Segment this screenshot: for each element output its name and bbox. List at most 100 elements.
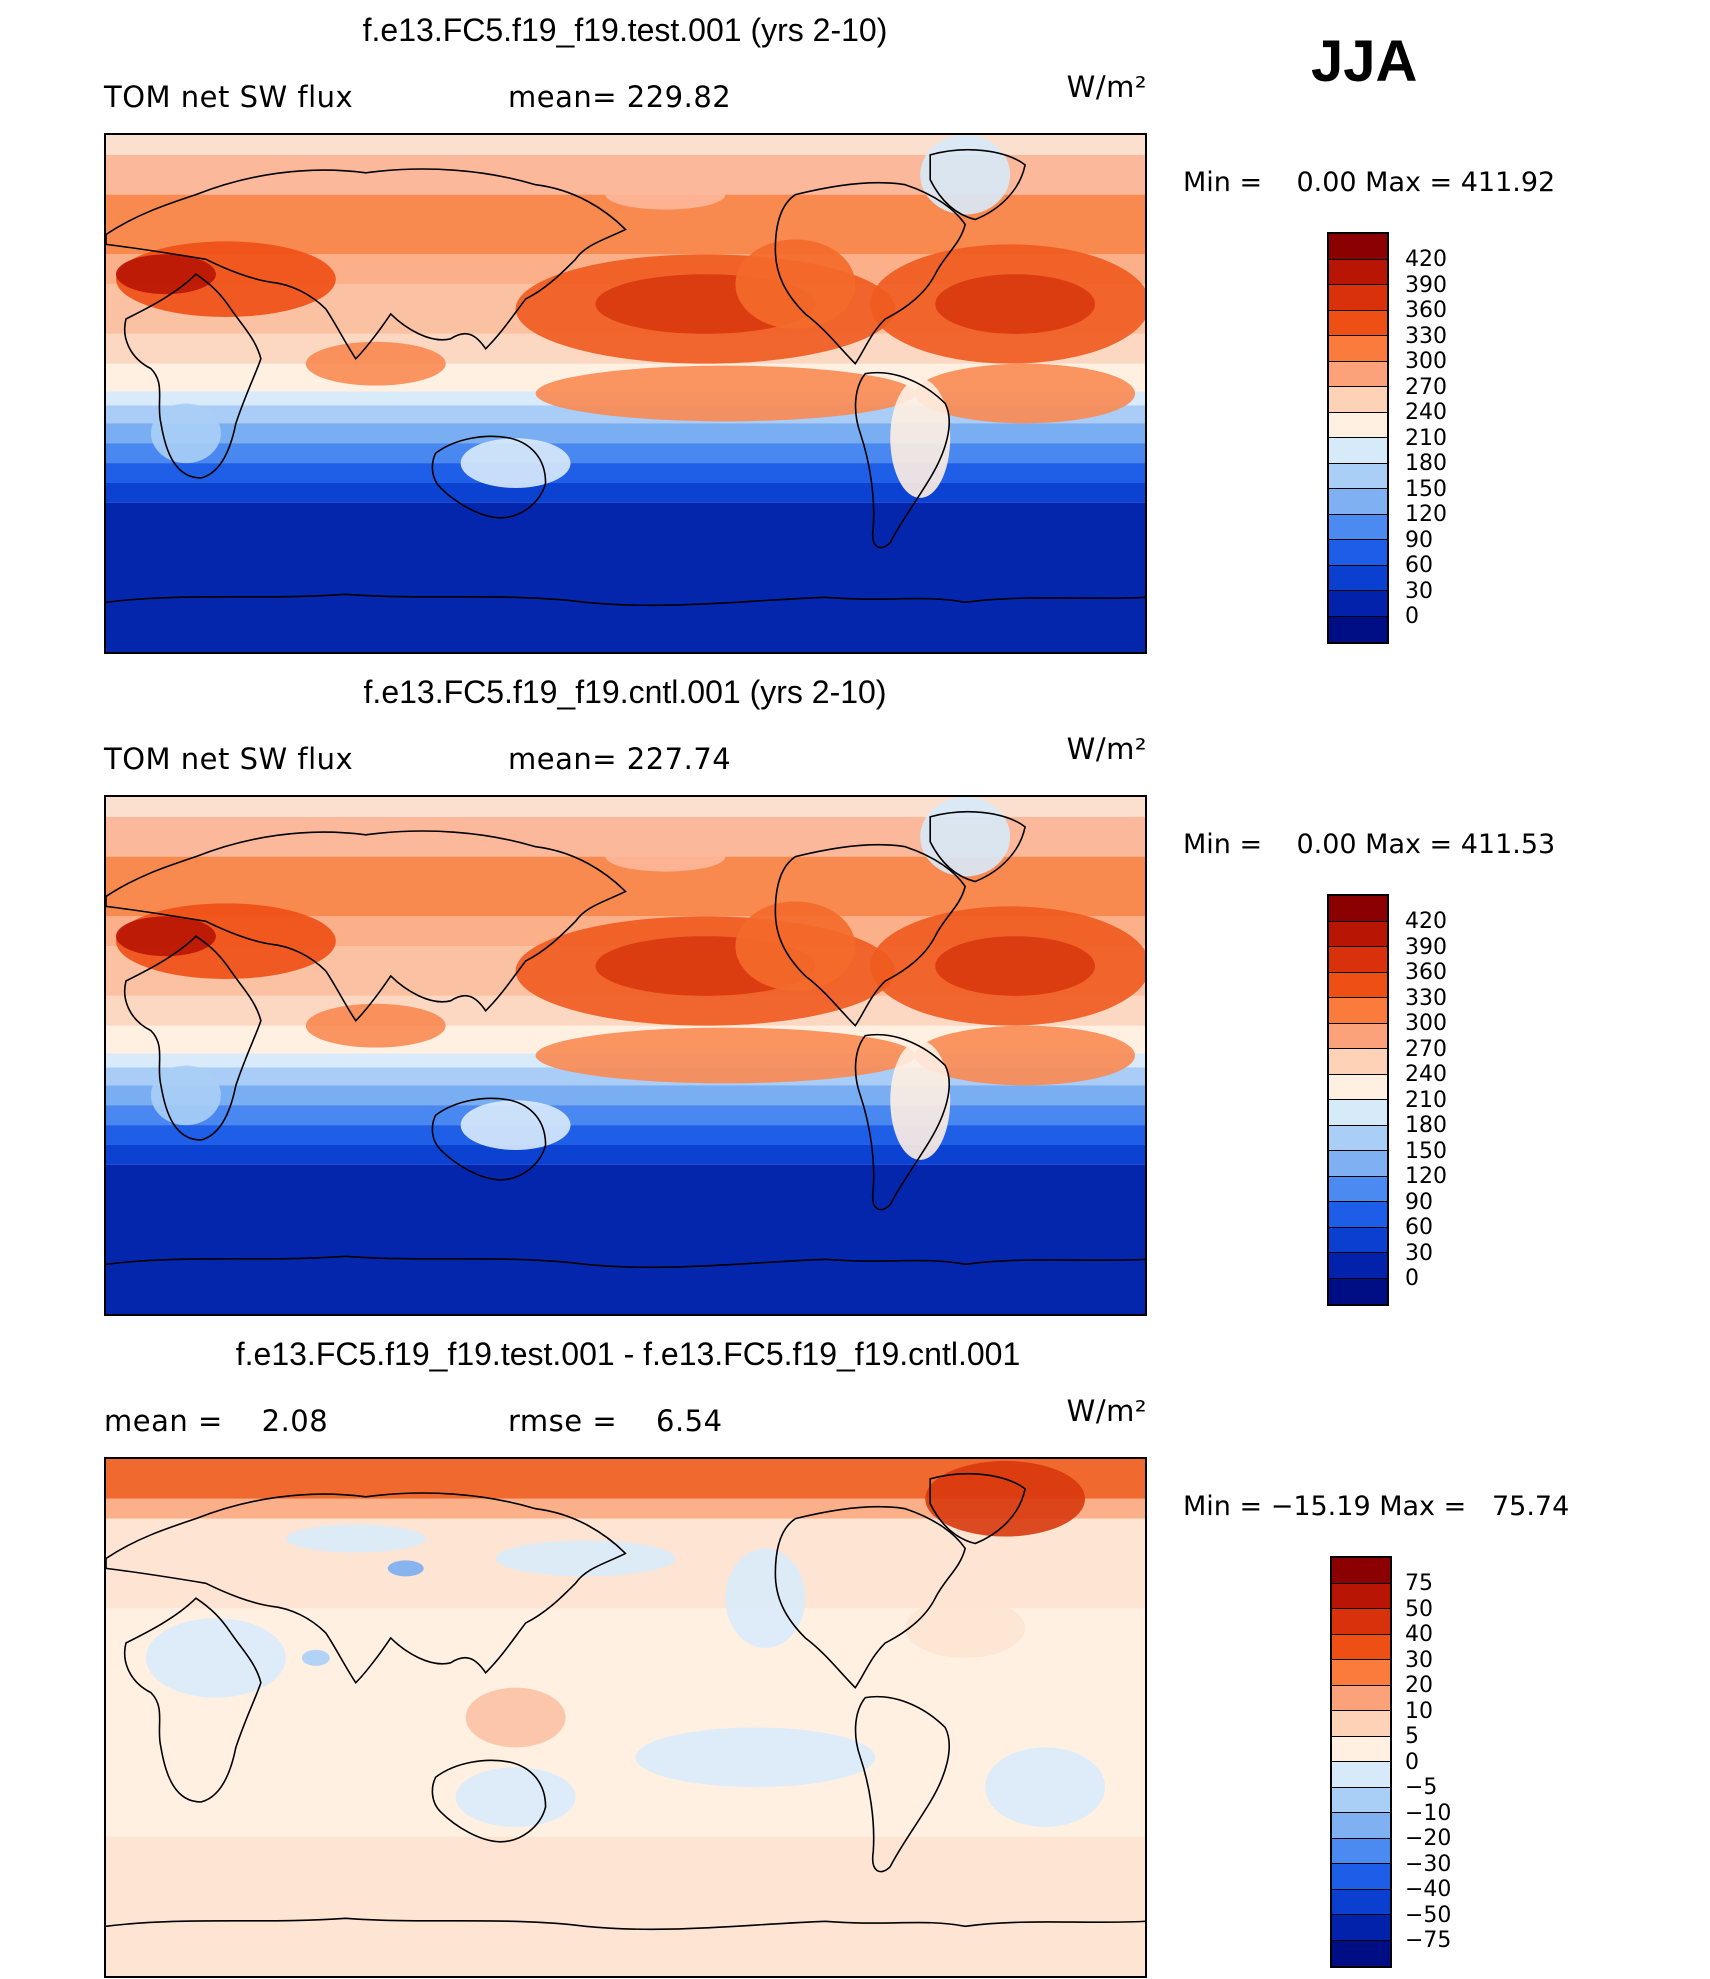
colorbar-tick-label: 270 bbox=[1405, 1036, 1447, 1062]
colorbar-swatch bbox=[1329, 336, 1387, 362]
colorbar-tick-label: −50 bbox=[1405, 1902, 1452, 1928]
colorbar-swatch bbox=[1329, 1253, 1387, 1279]
colorbar-swatch bbox=[1329, 1176, 1387, 1202]
colorbar-tick-label: 30 bbox=[1405, 578, 1433, 604]
min-max-label: Min = 0.00 Max = 411.92 bbox=[1183, 167, 1556, 198]
units-label: W/m² bbox=[1066, 1394, 1147, 1428]
colorbar-tick-label: 390 bbox=[1405, 934, 1447, 960]
field-shading bbox=[106, 135, 1145, 652]
colorbar-swatch bbox=[1329, 514, 1387, 540]
colorbar-tick-label: −40 bbox=[1405, 1877, 1452, 1902]
colorbar-ticks: 420 390 360 330 300 270 240 210 180 150 120 90 60 30 0 bbox=[1405, 909, 1447, 1292]
colorbar-tick-label: 20 bbox=[1405, 1673, 1433, 1698]
colorbar-tick-label: 0 bbox=[1405, 1749, 1419, 1775]
colorbar-tick-label: 210 bbox=[1405, 1087, 1447, 1113]
colorbar-swatch bbox=[1329, 1074, 1387, 1100]
colorbar-tick-label: 40 bbox=[1405, 1622, 1433, 1647]
colorbar-tick-label: 90 bbox=[1405, 1189, 1433, 1215]
units-label: W/m² bbox=[1066, 732, 1147, 766]
colorbar-swatch bbox=[1332, 1634, 1390, 1660]
colorbar-swatch bbox=[1329, 438, 1387, 464]
coastlines bbox=[106, 810, 1145, 1269]
mean-label: mean= 229.82 bbox=[508, 80, 732, 114]
panel-title: f.e13.FC5.f19_f19.test.001 (yrs 2-10) bbox=[362, 12, 888, 48]
colorbar-swatch bbox=[1332, 1736, 1390, 1762]
colorbar-ticks: 420 390 360 330 300 270 240 210 180 150 120 90 60 30 0 bbox=[1405, 247, 1447, 630]
colorbar-tick-label: 90 bbox=[1405, 527, 1433, 553]
colorbar-tick-label: 120 bbox=[1405, 502, 1447, 527]
colorbar-swatch bbox=[1329, 998, 1387, 1024]
colorbar-swatch bbox=[1332, 1711, 1390, 1737]
colorbar-swatch bbox=[1332, 1838, 1390, 1864]
colorbar-tick-label: 330 bbox=[1405, 985, 1447, 1011]
rmse-label: rmse = 6.54 bbox=[508, 1404, 723, 1438]
colorbar-swatch bbox=[1329, 463, 1387, 489]
min-max-label: Min = −15.19 Max = 75.74 bbox=[1183, 1491, 1570, 1522]
colorbar-swatch bbox=[1329, 921, 1387, 947]
colorbar-swatch bbox=[1329, 285, 1387, 311]
coastlines bbox=[106, 1472, 1145, 1931]
min-max-label: Min = 0.00 Max = 411.53 bbox=[1183, 829, 1556, 860]
colorbar-swatch bbox=[1332, 1583, 1390, 1609]
colorbar bbox=[1330, 1556, 1392, 1968]
colorbar-tick-label: 300 bbox=[1405, 1011, 1447, 1036]
colorbar-tick-label: 50 bbox=[1405, 1596, 1433, 1622]
colorbar-tick-label: −75 bbox=[1405, 1928, 1452, 1953]
colorbar-tick-label: 30 bbox=[1405, 1240, 1433, 1266]
mean-label: mean= 227.74 bbox=[508, 742, 732, 776]
colorbar-tick-label: 180 bbox=[1405, 1113, 1447, 1138]
colorbar-swatch bbox=[1329, 259, 1387, 285]
colorbar-tick-label: 240 bbox=[1405, 400, 1447, 425]
variable-label: TOM net SW flux bbox=[104, 80, 354, 114]
colorbar-tick-label: −30 bbox=[1405, 1851, 1452, 1877]
colorbar-swatch bbox=[1332, 1685, 1390, 1711]
colorbar-swatch bbox=[1332, 1787, 1390, 1813]
colorbar-tick-label: −10 bbox=[1405, 1800, 1452, 1826]
colorbar-tick-label: 330 bbox=[1405, 323, 1447, 349]
colorbar-tick-label: 150 bbox=[1405, 476, 1447, 502]
coastlines bbox=[106, 148, 1145, 607]
colorbar-swatch bbox=[1329, 1125, 1387, 1151]
colorbar-tick-label: 75 bbox=[1405, 1571, 1433, 1596]
colorbar-swatch bbox=[1332, 1762, 1390, 1788]
colorbar-swatch bbox=[1332, 1915, 1390, 1941]
colorbar-swatch bbox=[1329, 310, 1387, 336]
colorbar-tick-label: 60 bbox=[1405, 553, 1433, 578]
colorbar-swatch bbox=[1329, 591, 1387, 617]
field-shading bbox=[106, 797, 1145, 1314]
colorbar-tick-label: 150 bbox=[1405, 1138, 1447, 1164]
map-svg bbox=[106, 135, 1145, 652]
colorbar-ticks: 75 50 40 30 20 10 5 0 −5 −10 −20 −30 −40 −50 −75 bbox=[1405, 1571, 1451, 1954]
map-panel bbox=[104, 133, 1147, 654]
field-shading bbox=[106, 1459, 1145, 1976]
colorbar-tick-label: 300 bbox=[1405, 349, 1447, 374]
season-label: JJA bbox=[1311, 29, 1418, 94]
map-panel bbox=[104, 795, 1147, 1316]
map-svg bbox=[106, 797, 1145, 1314]
colorbar-tick-label: 0 bbox=[1405, 604, 1419, 629]
colorbar-tick-label: 5 bbox=[1405, 1724, 1419, 1749]
colorbar-tick-label: 30 bbox=[1405, 1647, 1433, 1673]
colorbar-swatch bbox=[1329, 1100, 1387, 1126]
colorbar-swatch bbox=[1332, 1864, 1390, 1890]
colorbar-tick-label: −20 bbox=[1405, 1826, 1452, 1851]
colorbar-swatch bbox=[1329, 947, 1387, 973]
colorbar-swatch bbox=[1329, 972, 1387, 998]
colorbar-tick-label: 60 bbox=[1405, 1215, 1433, 1240]
colorbar-swatch bbox=[1329, 1227, 1387, 1253]
colorbar-swatch bbox=[1329, 1023, 1387, 1049]
colorbar-swatch bbox=[1329, 489, 1387, 515]
colorbar-swatch bbox=[1332, 1609, 1390, 1635]
colorbar-tick-label: 240 bbox=[1405, 1062, 1447, 1087]
colorbar-tick-label: 120 bbox=[1405, 1164, 1447, 1189]
variable-label: TOM net SW flux bbox=[104, 742, 354, 776]
colorbar-tick-label: 180 bbox=[1405, 451, 1447, 476]
colorbar-swatch bbox=[1329, 1278, 1387, 1304]
colorbar-swatch bbox=[1329, 616, 1387, 642]
colorbar-tick-label: 270 bbox=[1405, 374, 1447, 400]
colorbar bbox=[1327, 232, 1389, 644]
colorbar-tick-label: 10 bbox=[1405, 1698, 1433, 1724]
colorbar-swatch bbox=[1329, 361, 1387, 387]
map-panel bbox=[104, 1457, 1147, 1978]
colorbar-swatch bbox=[1332, 1889, 1390, 1915]
